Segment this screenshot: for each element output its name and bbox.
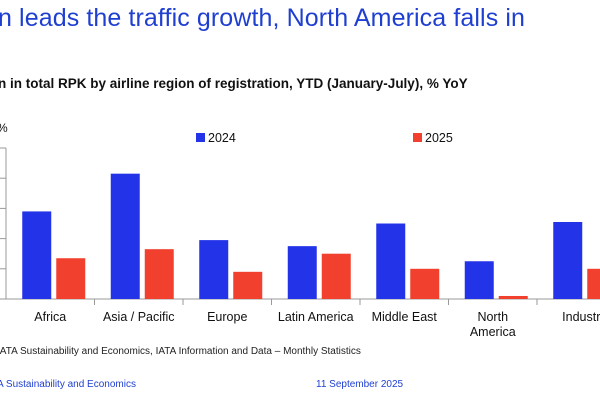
bar-2024-industr xyxy=(553,221,583,299)
bar-2025-asia-pacific xyxy=(144,249,174,299)
bar-2024-africa xyxy=(22,211,52,299)
chart-title: n in total RPK by airline region of regi… xyxy=(0,76,468,91)
bar-2025-latin-america xyxy=(321,253,351,299)
x-tick-label: Middle East xyxy=(372,310,438,324)
source-note: IATA Sustainability and Economics, IATA … xyxy=(0,346,361,357)
legend-label-2025: 2025 xyxy=(425,131,453,145)
x-tick-label: Latin America xyxy=(278,310,354,324)
bar-2025-industr xyxy=(587,268,600,299)
footer-organization: A Sustainability and Economics xyxy=(0,379,136,390)
x-tick-label: Asia / Pacific xyxy=(103,310,175,324)
footer-date: 11 September 2025 xyxy=(316,379,404,390)
bar-2024-asia-pacific xyxy=(110,173,140,299)
x-tick-label: Europe xyxy=(207,310,247,324)
headline: n leads the traffic growth, North Americ… xyxy=(0,4,525,32)
bar-2024-north-america xyxy=(464,261,494,299)
legend-swatch-2025 xyxy=(413,133,422,142)
bar-2024-latin-america xyxy=(287,246,317,299)
x-tick-label: Africa xyxy=(34,310,66,324)
x-tick-label: America xyxy=(470,325,516,339)
x-tick-label: Industr xyxy=(562,310,600,324)
bar-2025-africa xyxy=(56,258,86,299)
legend-label-2024: 2024 xyxy=(208,131,236,145)
legend-swatch-2024 xyxy=(196,133,205,142)
y-axis-label: % xyxy=(0,121,8,135)
bar-2024-europe xyxy=(199,240,229,299)
bar-2025-north-america xyxy=(498,295,528,299)
x-tick-label: North xyxy=(477,310,508,324)
bar-2025-europe xyxy=(233,271,263,299)
bar-2024-middle-east xyxy=(376,223,406,299)
bar-2025-middle-east xyxy=(410,268,440,299)
